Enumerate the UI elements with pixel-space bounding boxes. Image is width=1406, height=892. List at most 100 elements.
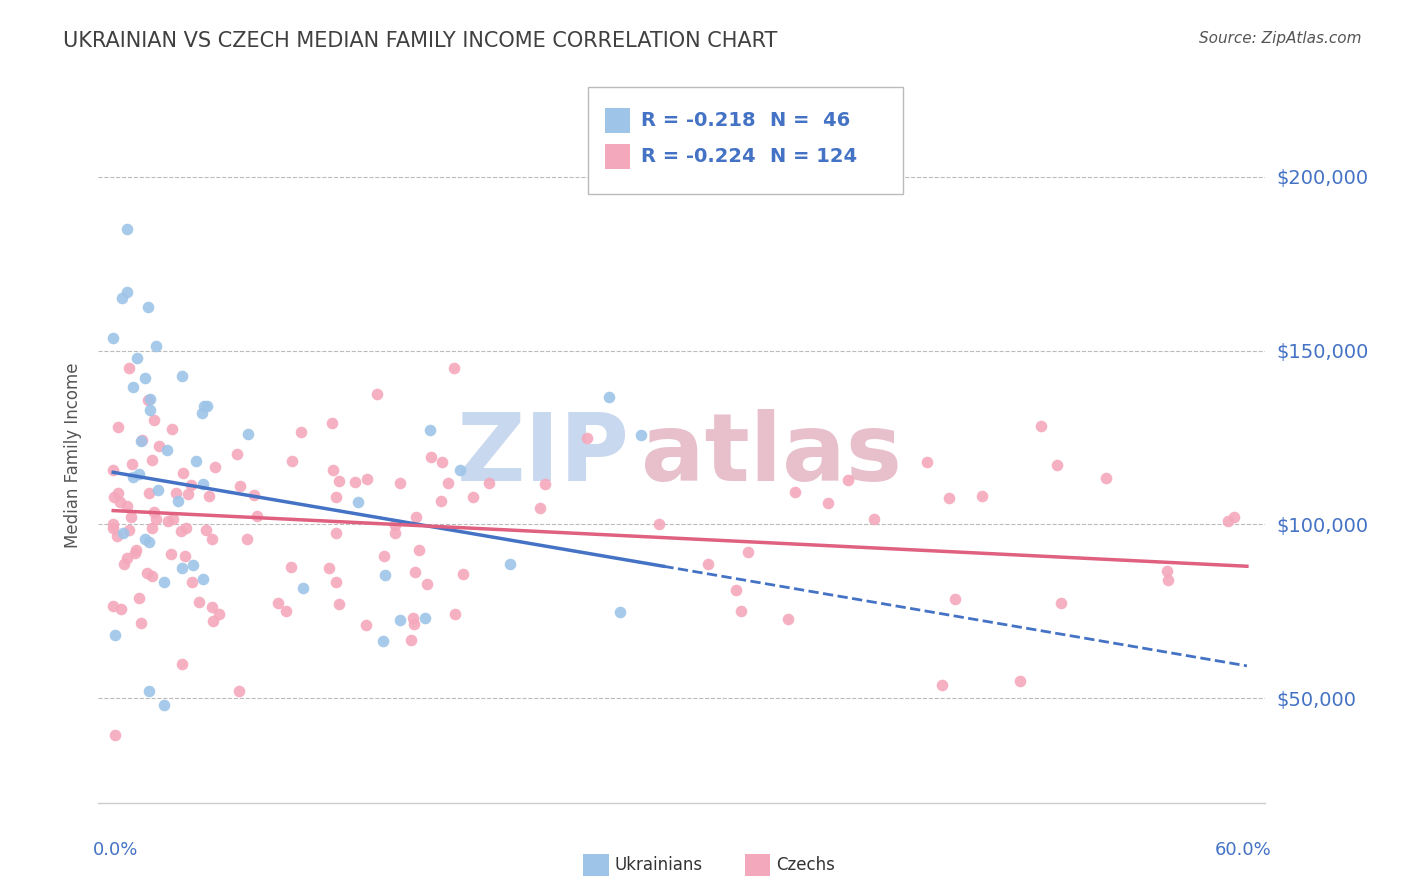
Point: [184, 453, 207, 467]
Point: [444, 607, 467, 622]
Point: [112, 557, 135, 571]
Point: [202, 614, 225, 628]
Point: [143, 413, 166, 427]
Text: Ukrainians: Ukrainians: [614, 856, 703, 874]
Point: [533, 477, 555, 491]
Point: [191, 405, 214, 419]
Point: [104, 729, 127, 743]
Point: [162, 512, 184, 526]
Text: 60.0%: 60.0%: [1215, 841, 1271, 859]
Point: [110, 602, 132, 616]
Point: [280, 559, 302, 574]
Point: [103, 463, 125, 477]
Point: [198, 489, 221, 503]
Text: R = -0.218: R = -0.218: [641, 111, 756, 130]
Point: [136, 566, 159, 580]
Point: [172, 466, 194, 480]
Point: [121, 469, 143, 483]
Point: [328, 597, 350, 611]
Point: [399, 633, 422, 648]
Point: [229, 479, 252, 493]
Point: [246, 508, 269, 523]
Point: [837, 473, 859, 487]
Point: [529, 500, 551, 515]
Point: [374, 567, 396, 582]
Point: [499, 557, 522, 571]
Y-axis label: Median Family Income: Median Family Income: [63, 362, 82, 548]
Point: [180, 478, 202, 492]
Point: [139, 392, 162, 406]
Point: [318, 560, 340, 574]
Point: [225, 447, 247, 461]
Point: [817, 496, 839, 510]
Point: [1218, 514, 1240, 528]
Point: [195, 400, 218, 414]
Point: [328, 474, 350, 488]
Point: [373, 549, 395, 563]
Point: [194, 523, 217, 537]
Point: [404, 617, 426, 632]
Point: [725, 583, 748, 598]
Point: [419, 423, 441, 437]
Text: Source: ZipAtlas.com: Source: ZipAtlas.com: [1198, 31, 1361, 46]
Point: [267, 596, 290, 610]
Point: [170, 561, 193, 575]
Point: [1049, 596, 1071, 610]
Point: [141, 569, 163, 583]
Point: [129, 616, 152, 631]
Point: [356, 618, 378, 632]
Text: R = -0.224: R = -0.224: [641, 146, 756, 166]
Point: [321, 417, 343, 431]
Point: [1046, 458, 1069, 473]
Point: [388, 475, 411, 490]
Point: [174, 549, 197, 564]
Point: [121, 457, 143, 471]
Point: [478, 475, 501, 490]
Point: [356, 472, 378, 486]
Point: [290, 425, 312, 439]
Point: [115, 550, 138, 565]
Point: [117, 500, 139, 514]
Point: [103, 599, 125, 614]
Point: [970, 489, 993, 503]
Point: [437, 475, 460, 490]
Point: [371, 634, 394, 648]
Point: [201, 532, 224, 546]
Point: [107, 420, 129, 434]
Point: [863, 512, 886, 526]
Point: [402, 611, 425, 625]
Point: [228, 684, 250, 698]
Point: [193, 477, 215, 491]
Point: [1156, 565, 1178, 579]
Point: [432, 455, 454, 469]
Point: [208, 607, 231, 622]
Point: [236, 426, 259, 441]
Point: [236, 533, 259, 547]
Point: [416, 576, 439, 591]
Point: [325, 574, 347, 589]
Point: [366, 387, 388, 401]
Point: [188, 595, 211, 609]
Text: atlas: atlas: [641, 409, 903, 501]
Point: [785, 484, 807, 499]
Point: [153, 575, 176, 590]
Point: [128, 591, 150, 605]
Point: [291, 581, 314, 595]
Point: [1157, 573, 1180, 587]
Text: 0.0%: 0.0%: [93, 841, 138, 859]
Text: N =  46: N = 46: [770, 111, 851, 130]
Point: [124, 543, 146, 558]
Point: [1029, 418, 1052, 433]
Point: [181, 575, 204, 590]
Point: [404, 565, 426, 579]
Point: [453, 567, 475, 582]
Point: [730, 604, 752, 618]
Point: [138, 300, 160, 314]
Point: [325, 490, 347, 504]
Point: [170, 657, 193, 671]
Point: [142, 505, 165, 519]
Point: [134, 371, 156, 385]
Point: [156, 514, 179, 528]
Point: [384, 517, 406, 532]
Point: [148, 439, 170, 453]
